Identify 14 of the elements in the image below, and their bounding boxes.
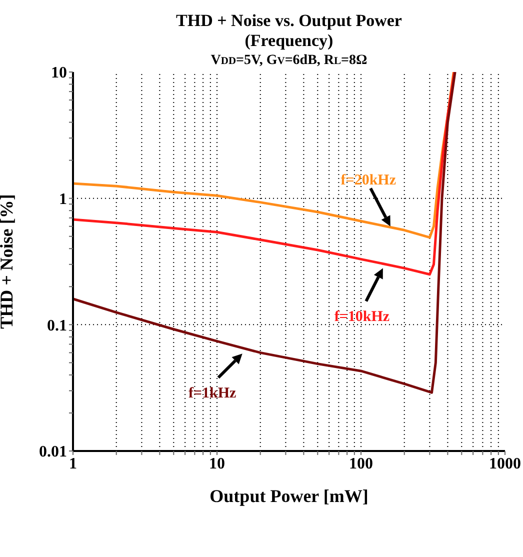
- y-tick-label: 10: [51, 64, 67, 82]
- y-tick-label: 0.1: [47, 317, 67, 334]
- y-axis-title: THD + Noise [%]: [0, 194, 16, 329]
- chart-title: THD + Noise vs. Output Power (Frequency): [176, 11, 402, 50]
- annotation: f=20kHz: [340, 172, 396, 188]
- x-tick-label: 100: [349, 455, 373, 472]
- x-axis-title: Output Power [mW]: [210, 486, 368, 506]
- annotation: f=10kHz: [334, 309, 390, 326]
- annotation: f=1kHz: [188, 386, 237, 402]
- x-tick-label: 10: [209, 455, 225, 472]
- y-tick-label: 1: [59, 191, 67, 208]
- y-tick-label: 0.01: [39, 444, 67, 461]
- x-tick-label: 1000: [489, 455, 521, 472]
- chart-subtitle: VDD=5V, GV=6dB, RL=8Ω: [210, 53, 368, 68]
